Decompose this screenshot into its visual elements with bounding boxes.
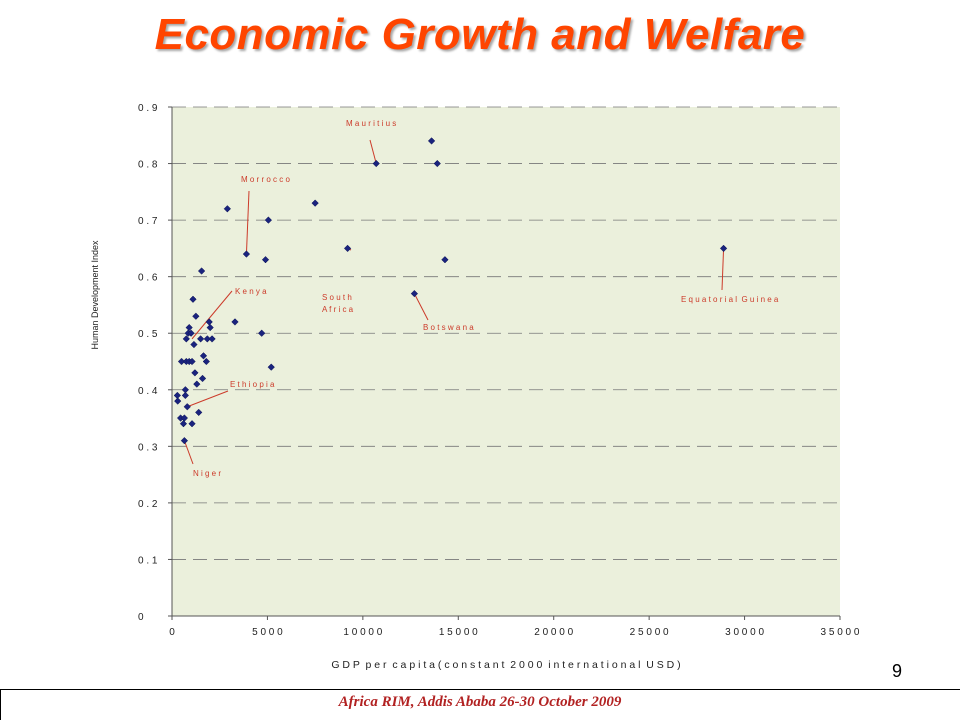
data-points [173, 137, 728, 445]
gridlines [172, 106, 840, 560]
y-tick-label-7: 0 . 7 [138, 216, 158, 227]
data-point-34 [231, 318, 239, 326]
slide-title: Economic Growth and Welfare [154, 10, 806, 59]
data-point-15 [187, 329, 195, 337]
data-point-25 [197, 267, 206, 275]
data-point-37 [261, 256, 270, 264]
data-point-1 [174, 397, 182, 405]
data-point-47 [719, 244, 728, 253]
data-point-17 [188, 357, 196, 366]
annotation-leader-6 [187, 390, 229, 408]
y-tick-label-0: 0 [138, 612, 144, 623]
data-point-28 [202, 357, 211, 366]
y-tick-label-8: 0 . 8 [138, 160, 158, 171]
annotation-label-2: K e n y a [235, 287, 267, 296]
data-point-23 [195, 408, 203, 417]
data-point-20 [191, 369, 199, 377]
data-point-33 [223, 205, 232, 213]
data-point-43 [410, 289, 419, 298]
y-tick-label-3: 0 . 3 [138, 442, 158, 453]
data-point-36 [258, 329, 266, 337]
plot-area [172, 107, 840, 616]
data-point-11 [183, 403, 191, 411]
x-tick-label-0: 0 [169, 627, 175, 638]
x-tick-label-3: 1 5 0 0 0 [439, 627, 478, 638]
data-point-10 [182, 335, 190, 343]
data-point-26 [198, 374, 207, 383]
x-axis-label: G D P p e r c a p i t a ( c o n s t a n … [331, 659, 680, 671]
annotation-leader-4 [413, 293, 429, 321]
x-tick-label-6: 3 0 0 0 0 [725, 627, 764, 638]
data-point-19 [190, 340, 198, 349]
data-point-31 [206, 323, 214, 332]
data-point-46 [441, 256, 449, 264]
annotation-label-3: S o u t h [322, 293, 352, 302]
y-tick-label-5: 0 . 5 [138, 329, 158, 340]
data-point-27 [199, 352, 208, 360]
x-tick-label-2: 1 0 0 0 0 [343, 627, 382, 638]
x-tick-label-7: 3 5 0 0 0 [821, 627, 860, 638]
annotation-leader-0 [369, 139, 377, 164]
tick-labels: 0 0 . 1 0 . 2 0 . 3 0 . 4 0 . 5 0 . 6 0 . 7 0 . … [138, 103, 860, 638]
data-point-16 [188, 420, 196, 428]
data-point-4 [179, 420, 188, 428]
data-point-45 [433, 159, 441, 168]
data-point-32 [208, 335, 216, 343]
y-tick-label-6: 0 . 6 [138, 273, 158, 284]
page-number: 9 [891, 661, 902, 681]
x-tick-label-1: 5 0 0 0 [252, 627, 283, 638]
data-point-8 [181, 391, 190, 400]
annotation-label-6: E t h i o p i a [230, 380, 275, 389]
annotation-label-5: E q u a t o r i a l G u i n e a [681, 295, 779, 304]
annotation-label-0: M a u r i t i u s [346, 119, 396, 128]
data-point-13 [185, 323, 193, 332]
data-point-44 [427, 137, 436, 145]
y-axis-label: Human Development Index [90, 240, 100, 350]
annotation-leader-5 [721, 248, 725, 291]
data-point-38 [264, 216, 273, 224]
data-point-18 [189, 295, 197, 303]
data-point-41 [343, 244, 352, 253]
data-point-24 [196, 335, 205, 343]
axes [168, 106, 841, 620]
hdi-gdp-scatter-chart: 0 0 . 1 0 . 2 0 . 3 0 . 4 0 . 5 0 . 6 0 . 7 0 . … [90, 103, 860, 671]
footer-text: Africa RIM, Addis Ababa 26-30 October 20… [338, 694, 622, 710]
data-point-5 [180, 437, 189, 445]
y-tick-label-9: 0 . 9 [138, 103, 158, 114]
annotation-label-7: N i g e r [193, 469, 221, 478]
annotation-label-1: M o r r o c c o [241, 175, 290, 184]
data-point-42 [372, 159, 380, 168]
y-tick-label-4: 0 . 4 [138, 386, 158, 397]
footer-divider-left [0, 689, 1, 720]
x-tick-label-5: 2 5 0 0 0 [630, 627, 669, 638]
footer-divider [0, 689, 960, 690]
data-point-22 [193, 380, 201, 388]
data-point-3 [177, 357, 186, 366]
annotation-leader-7 [183, 440, 194, 465]
data-point-29 [203, 335, 211, 343]
data-point-21 [192, 312, 200, 320]
x-tick-label-4: 2 0 0 0 0 [534, 627, 573, 638]
data-point-35 [242, 250, 251, 258]
data-point-40 [311, 199, 319, 207]
annotation-label-3-line-1: A f r i c a [322, 305, 354, 314]
data-point-39 [267, 363, 275, 371]
data-point-6 [180, 414, 189, 422]
annotation-leader-2 [191, 290, 233, 340]
annotation-leader-1 [245, 190, 250, 255]
annotations: M a u r i t i u s M o r r o c c o K e n y … [183, 119, 779, 478]
y-tick-label-1: 0 . 1 [138, 555, 158, 566]
y-tick-label-2: 0 . 2 [138, 499, 158, 510]
annotation-label-4: B o t s w a n a [423, 323, 474, 332]
